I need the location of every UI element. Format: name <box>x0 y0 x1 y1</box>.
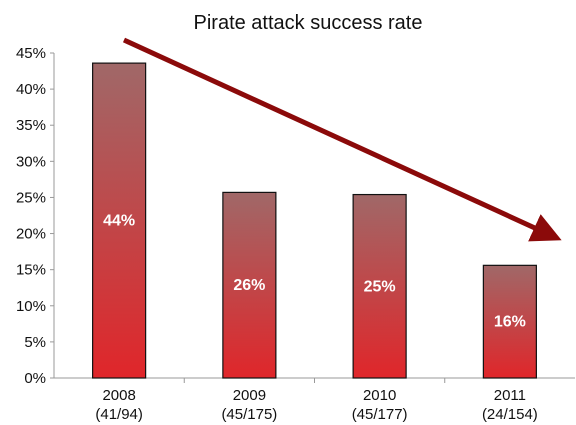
x-category-label: 2011 <box>494 387 526 404</box>
x-category-sublabel: (24/154) <box>482 406 538 423</box>
bar-2008 <box>92 62 147 379</box>
y-tick-label: 30% <box>16 153 46 170</box>
x-category-sublabel: (45/175) <box>221 406 277 423</box>
bar-value-label: 25% <box>364 278 396 295</box>
trend-arrow <box>122 37 562 242</box>
axis-layer: 0% 5% 10% 15% 20% 25% 30% 35% 40% 45% 2008 (41/94) 2… <box>16 45 575 423</box>
y-tick-label: 35% <box>16 117 46 134</box>
chart-title: Pirate attack success rate <box>194 12 423 34</box>
bar-2011 <box>482 264 537 379</box>
y-tick-label: 20% <box>16 226 46 243</box>
y-tick-label: 5% <box>24 334 46 351</box>
y-tick-label: 25% <box>16 189 46 206</box>
y-tick-label: 15% <box>16 262 46 279</box>
label-layer: 44% 26% 25% 16% <box>103 213 526 331</box>
x-category-label: 2010 <box>363 387 396 404</box>
bar-value-label: 16% <box>494 314 526 331</box>
bar-2010 <box>352 193 407 379</box>
bar-layer <box>92 62 537 379</box>
y-tick-label: 45% <box>16 45 46 62</box>
y-tick-label: 0% <box>24 370 46 387</box>
bar-value-label: 26% <box>233 277 265 294</box>
x-category-sublabel: (45/177) <box>352 406 408 423</box>
y-tick-label: 10% <box>16 298 46 315</box>
x-category-sublabel: (41/94) <box>95 406 143 423</box>
bar-2009 <box>222 191 277 379</box>
x-category-label: 2008 <box>102 387 135 404</box>
bar-value-label: 44% <box>103 213 135 230</box>
x-category-label: 2009 <box>233 387 266 404</box>
y-tick-label: 40% <box>16 81 46 98</box>
